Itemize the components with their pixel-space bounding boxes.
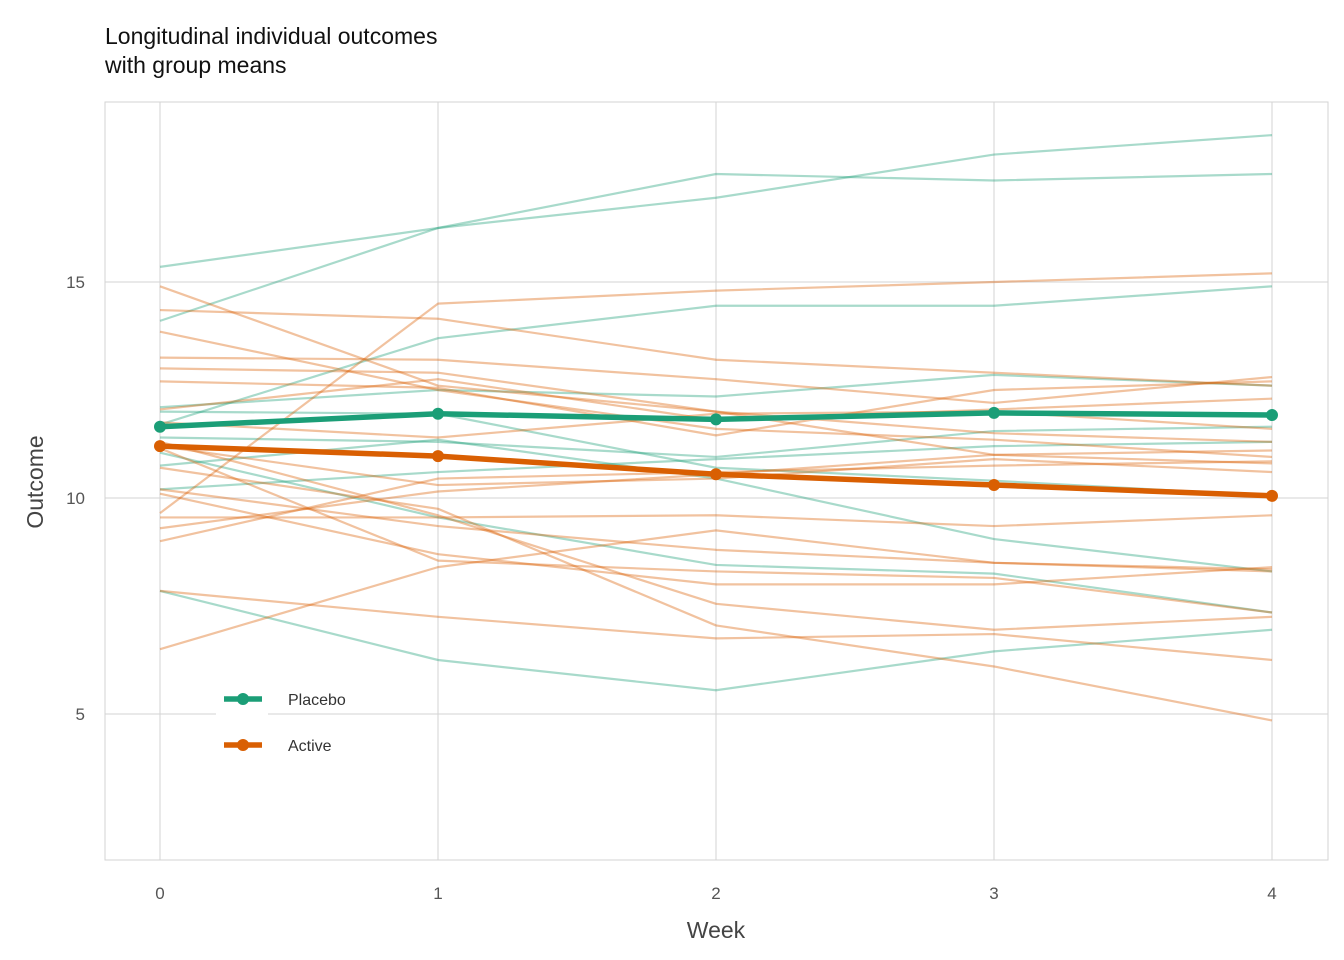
- axis-ticks: 0 1 2 3 4 5 10 15: [66, 273, 1277, 903]
- individual-line-active: [159, 380, 1273, 437]
- individual-line-active: [159, 440, 1273, 631]
- y-tick-label: 5: [76, 705, 85, 724]
- individual-line-active: [159, 447, 1273, 614]
- individual-line-active: [159, 308, 1273, 387]
- individual-line-placebo: [159, 172, 1273, 268]
- mean-point-active: [710, 468, 722, 481]
- individual-line-active: [160, 514, 1273, 528]
- individual-line-placebo: [159, 440, 1273, 491]
- y-axis-title: Outcome: [22, 435, 48, 528]
- x-tick-label: 3: [989, 884, 998, 903]
- legend-label-placebo: Placebo: [288, 692, 346, 709]
- x-tick-label: 0: [155, 884, 164, 903]
- individual-line-placebo: [159, 589, 1273, 692]
- individual-line-active: [159, 466, 1273, 722]
- group-mean-lines: [154, 406, 1278, 502]
- individual-line-active: [159, 367, 1273, 465]
- mean-point-active: [1266, 489, 1278, 502]
- individual-line-active: [159, 492, 1273, 586]
- mean-point-active: [432, 450, 444, 463]
- x-tick-label: 2: [711, 884, 720, 903]
- individual-line-active: [159, 529, 1273, 651]
- legend-swatch-point-active: [237, 739, 249, 751]
- x-tick-label: 1: [433, 884, 442, 903]
- legend-swatch-point-placebo: [237, 693, 249, 705]
- mean-point-active: [988, 479, 1000, 492]
- mean-point-active: [154, 440, 166, 453]
- individual-line-active: [159, 589, 1273, 662]
- individual-line-active: [159, 272, 1273, 514]
- x-axis-title: Week: [687, 917, 746, 943]
- individual-line-placebo: [159, 373, 1273, 409]
- individual-line-active: [159, 285, 1273, 443]
- mean-point-placebo: [988, 406, 1000, 419]
- mean-point-placebo: [710, 413, 722, 426]
- individual-line-active: [159, 356, 1273, 405]
- individual-line-placebo: [159, 285, 1273, 426]
- chart-title: Longitudinal individual outcomes with gr…: [105, 23, 438, 78]
- mean-point-placebo: [432, 407, 444, 420]
- mean-point-placebo: [1266, 409, 1278, 422]
- individual-line-placebo: [159, 410, 1273, 497]
- individual-line-placebo: [159, 134, 1273, 322]
- individual-line-active: [159, 488, 1273, 571]
- x-tick-label: 4: [1267, 884, 1276, 903]
- mean-point-placebo: [154, 420, 166, 433]
- y-tick-label: 15: [66, 273, 85, 292]
- individual-line-placebo: [159, 425, 1273, 459]
- legend: Placebo Active: [216, 682, 346, 764]
- individual-line-active: [159, 330, 1273, 459]
- legend-label-active: Active: [288, 738, 332, 755]
- y-tick-label: 10: [66, 489, 85, 508]
- individual-line-placebo: [159, 451, 1273, 614]
